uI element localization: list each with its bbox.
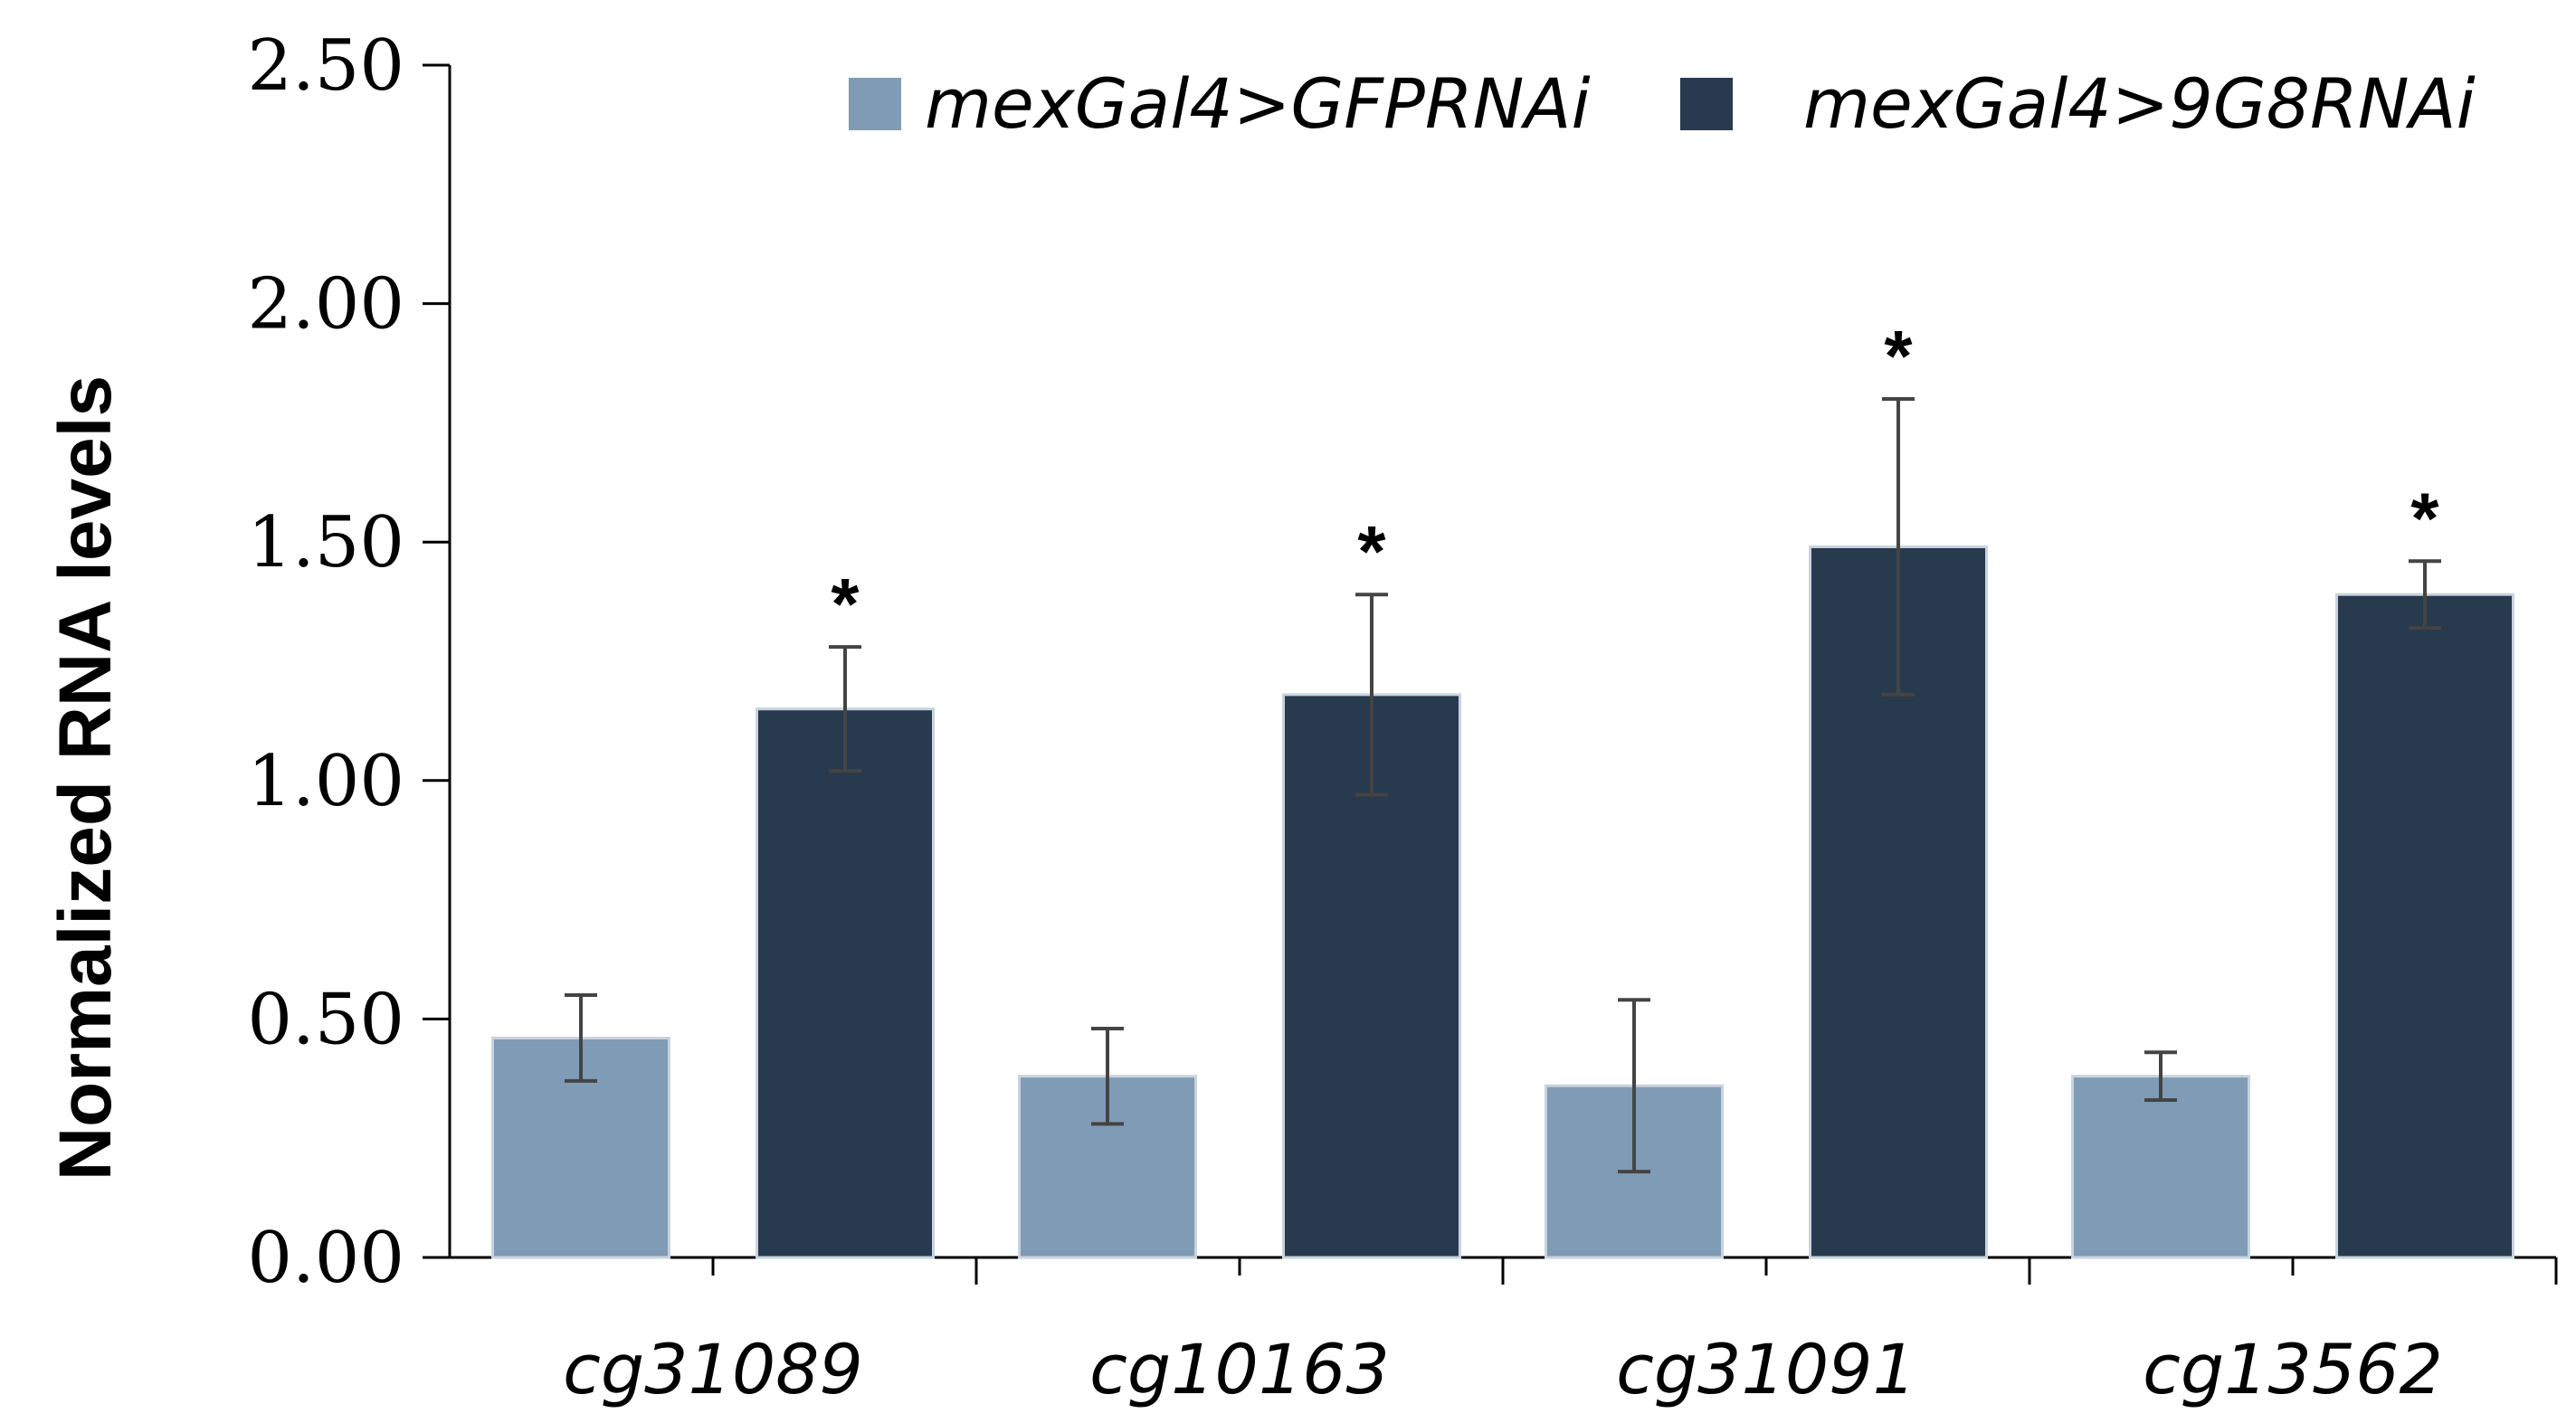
bar-cg31089-series-0 [491, 1036, 670, 1259]
significance-marker: * [2410, 478, 2439, 558]
x-tick-label-cg31089: cg31089 [563, 1329, 863, 1409]
y-tick-label: 2.00 [247, 264, 404, 346]
bar-cg13562-series-0 [2071, 1075, 2250, 1259]
y-axis-title: Normalized RNA levels [44, 375, 127, 1181]
bar-cg13562-series-1 [2335, 593, 2514, 1259]
x-tick-label-cg13562: cg13562 [2143, 1329, 2443, 1409]
y-tick-label: 0.50 [247, 979, 404, 1060]
legend-label-1: mexGal4>9G8RNAi [1803, 63, 2476, 144]
x-tick-label-cg31091: cg31091 [1616, 1329, 1916, 1409]
y-tick-label: 2.50 [247, 25, 404, 107]
y-tick-label: 0.00 [247, 1218, 404, 1299]
significance-marker: * [831, 564, 860, 644]
plot-area: 0.00 0.50 1.00 1.50 2.00 2.50 cg31089 cg10163 cg… [247, 25, 2558, 1409]
x-tick-label-cg10163: cg10163 [1089, 1329, 1390, 1409]
y-tick-label: 1.50 [247, 502, 404, 583]
bar-cg31089-series-1 [756, 707, 935, 1259]
y-tick-label: 1.00 [247, 741, 404, 822]
significance-marker: * [1357, 511, 1386, 592]
legend-swatch-1 [1680, 78, 1733, 130]
legend: mexGal4>GFPRNAi mexGal4>9G8RNAi [849, 63, 2476, 144]
legend-swatch-0 [849, 78, 901, 130]
significance-marker: * [1884, 316, 1913, 396]
legend-label-0: mexGal4>GFPRNAi [925, 63, 1591, 144]
